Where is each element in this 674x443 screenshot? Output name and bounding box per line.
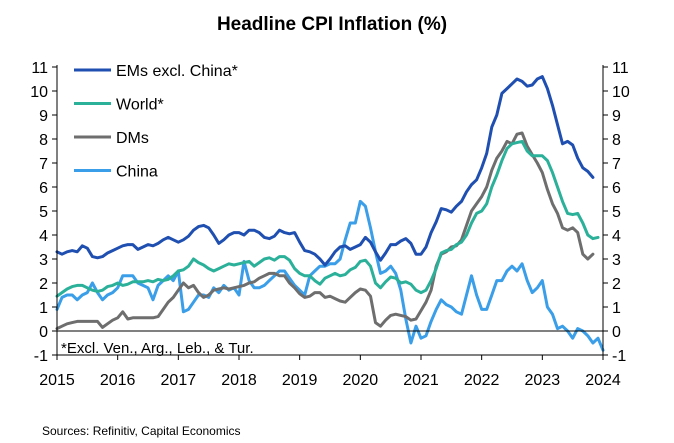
legend-label: EMs excl. China* [116,63,238,80]
y-tick-label-right: 7 [612,156,621,173]
x-tick-label: 2022 [464,372,500,389]
x-tick-label: 2021 [403,372,439,389]
source-note: Sources: Refinitiv, Capital Economics [42,424,241,438]
x-tick-label: 2023 [525,372,561,389]
y-tick-label-left: 11 [31,60,48,77]
x-tick-label: 2024 [585,372,621,389]
y-tick-label-right: 4 [612,228,621,245]
y-tick-label-left: 7 [39,156,48,173]
x-tick-label: 2018 [221,372,257,389]
y-tick-label-right: 8 [612,132,621,149]
y-tick-label-left: 6 [39,180,48,197]
y-tick-label-left: 10 [30,84,48,101]
plot-area [55,75,605,352]
chart-note: *Excl. Ven., Arg., Leb., & Tur. [61,340,254,357]
x-tick-label: 2019 [282,372,318,389]
y-tick-label-right: 2 [612,276,621,293]
y-tick-label-right: 10 [612,84,630,101]
series-line-ems-excl-china [55,75,595,267]
y-tick-label-left: 8 [39,132,48,149]
legend-label: DMs [116,130,149,147]
y-tick-label-right: 0 [612,324,621,341]
series-line-world [55,139,600,298]
y-tick-label-right: 3 [612,252,621,269]
y-tick-label-right: -1 [612,348,626,365]
y-tick-label-right: 9 [612,108,621,125]
y-tick-label-left: 5 [39,204,48,221]
legend-label: World* [116,97,164,114]
series-line-dms [55,131,595,331]
series-line-china [55,199,605,352]
y-tick-label-left: 4 [39,228,48,245]
x-tick-label: 2020 [343,372,379,389]
legend-label: China [116,164,158,181]
y-tick-label-left: 0 [39,324,48,341]
y-tick-label-right: 5 [612,204,621,221]
y-tick-label-right: 6 [612,180,621,197]
y-tick-label-right: 1 [612,300,621,317]
x-tick-label: 2016 [100,372,136,389]
y-tick-label-left: 9 [39,108,48,125]
y-tick-label-left: 3 [39,252,48,269]
y-tick-label-right: 11 [612,60,629,77]
x-tick-label: 2015 [39,372,75,389]
chart-title: Headline CPI Inflation (%) [217,14,447,35]
y-tick-label-left: 2 [39,276,48,293]
y-tick-label-left: 1 [39,300,48,317]
legend: EMs excl. China* World* DMs China [74,63,238,181]
x-tick-label: 2017 [161,372,197,389]
y-tick-label-left: -1 [34,348,48,365]
